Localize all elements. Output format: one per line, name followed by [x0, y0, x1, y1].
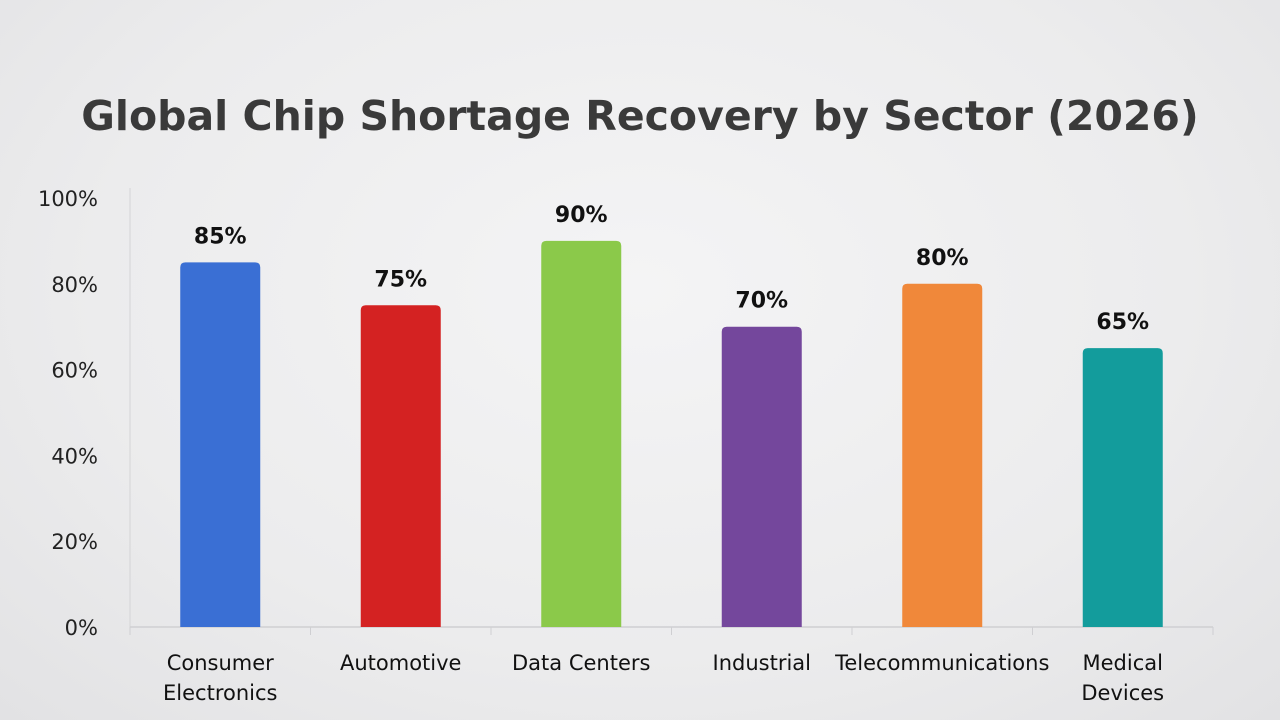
bar [180, 262, 261, 627]
chart-title: Global Chip Shortage Recovery by Sector … [81, 92, 1198, 140]
axes: 0% 20% 40% 60% 80% 100% Consumer Electronics Aut… [38, 187, 1214, 705]
y-tick-label: 40% [51, 444, 98, 468]
data-label: 75% [374, 267, 427, 292]
bar [721, 326, 802, 627]
y-tick-label: 60% [51, 359, 98, 383]
x-tick-label: Data Centers [512, 651, 650, 675]
data-label: 70% [735, 289, 788, 314]
x-tick-label: Consumer [167, 651, 274, 675]
y-tick-label: 100% [38, 187, 98, 211]
x-tick-label: Automotive [340, 651, 461, 675]
data-label: 80% [916, 246, 969, 271]
bar [902, 283, 983, 627]
bar [360, 305, 441, 627]
data-label: 85% [194, 224, 247, 249]
y-tick-label: 80% [51, 273, 98, 297]
data-label: 65% [1096, 310, 1149, 335]
bars: 85% 75% 90% 70% 80% 65% [180, 203, 1163, 627]
x-tick-label: Medical [1083, 651, 1163, 675]
bar [1082, 348, 1163, 627]
y-tick-label: 0% [65, 616, 98, 640]
x-tick-label: Devices [1081, 681, 1164, 705]
bar [541, 240, 622, 627]
x-tick-label: Industrial [713, 651, 812, 675]
x-tick-label: Electronics [163, 681, 277, 705]
x-tick-label: Telecommunications [834, 651, 1049, 675]
data-label: 90% [555, 203, 608, 228]
y-tick-label: 20% [51, 530, 98, 554]
